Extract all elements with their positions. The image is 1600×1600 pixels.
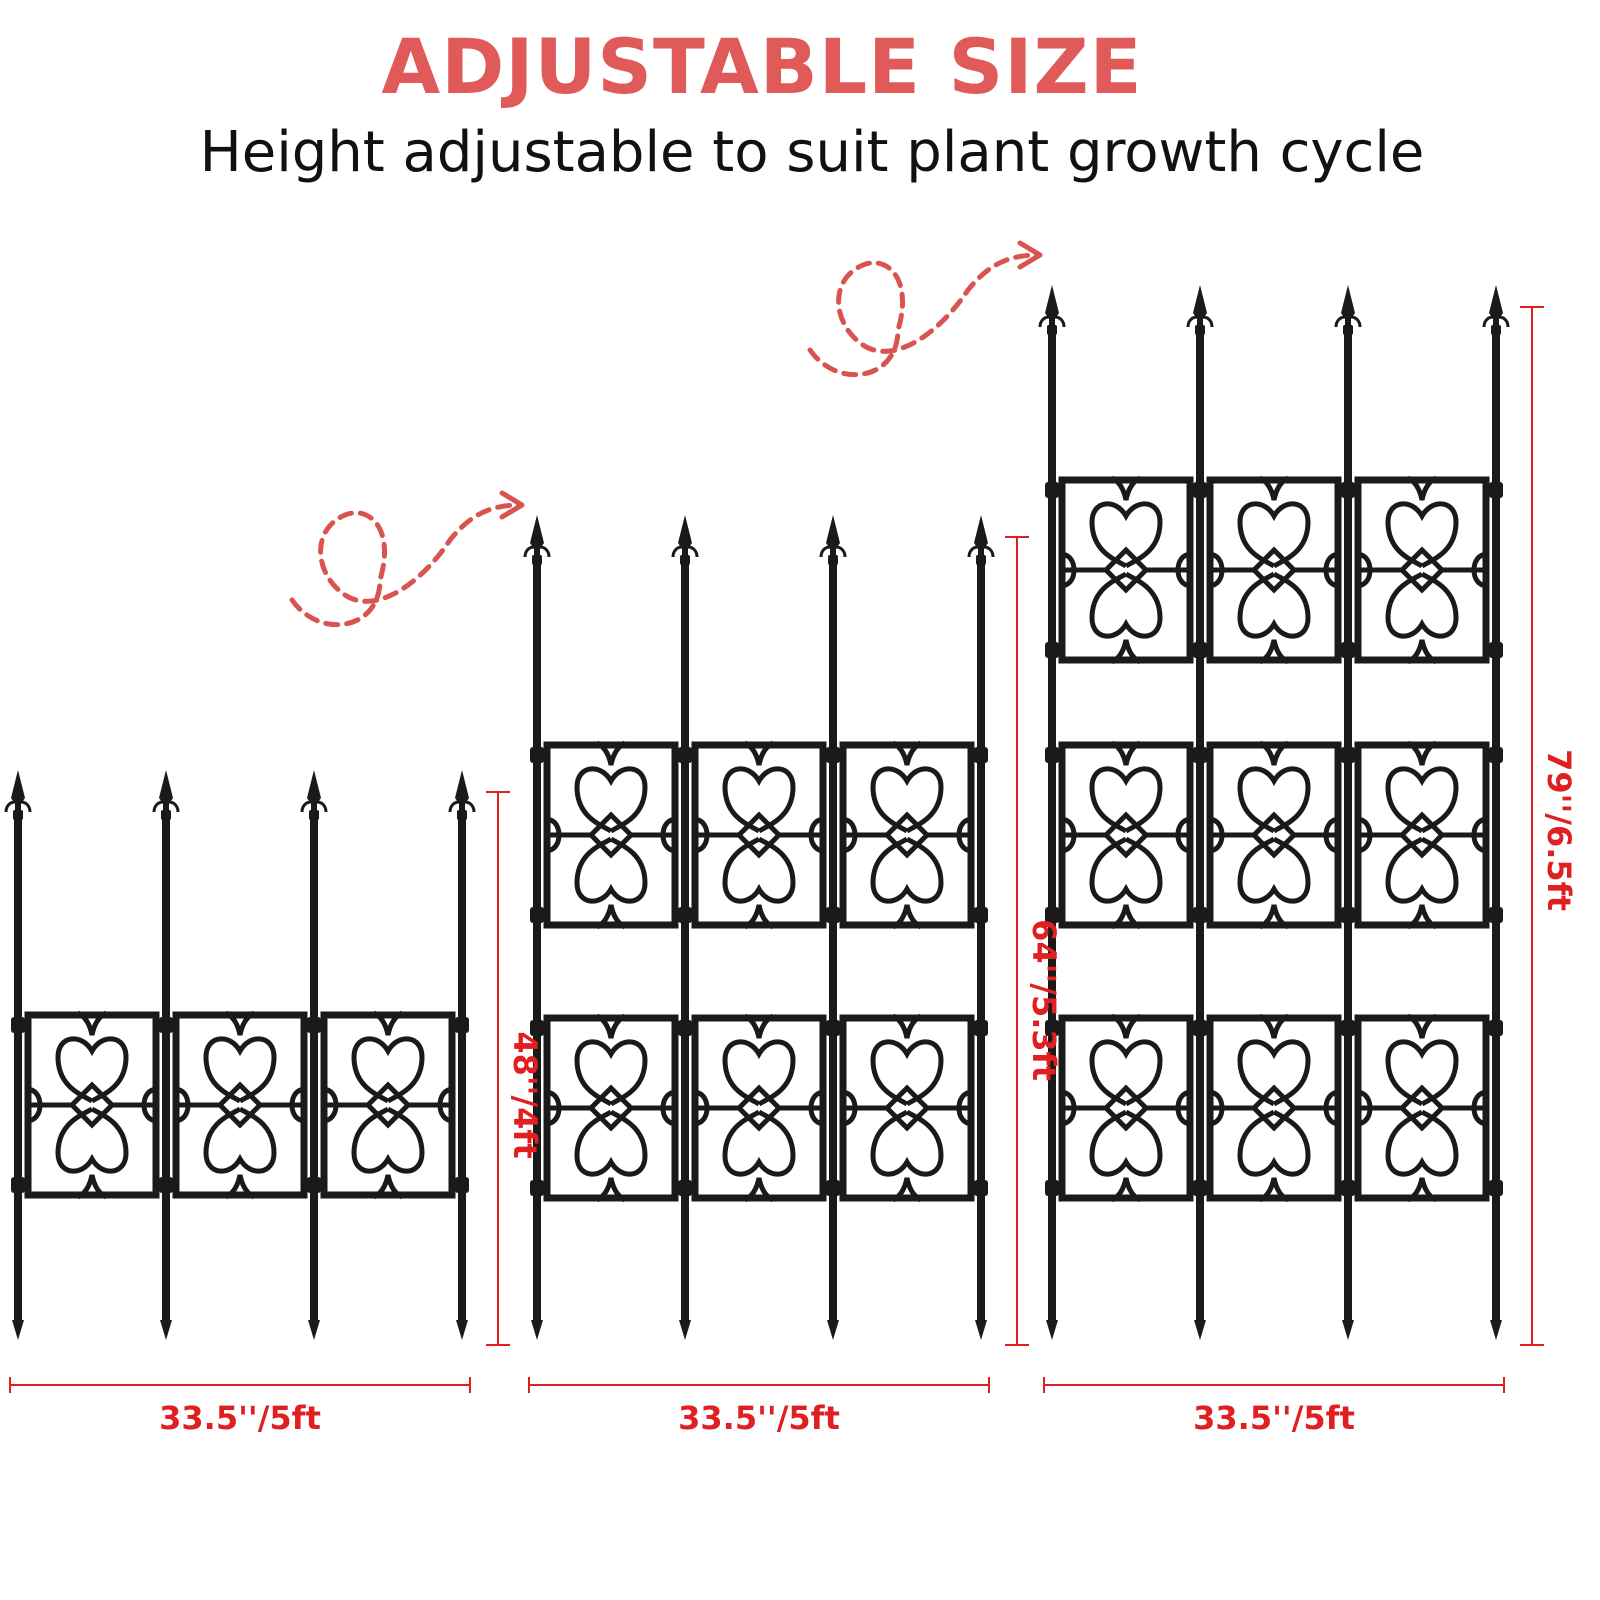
finial-icon bbox=[448, 768, 476, 822]
fence-config-tall bbox=[1038, 283, 1510, 1340]
headline: ADJUSTABLE SIZE bbox=[381, 22, 1143, 111]
finial-icon bbox=[300, 768, 328, 822]
fence-config-medium bbox=[523, 513, 995, 1340]
width-dimension: 33.5''/5ft bbox=[528, 1377, 990, 1437]
finial-icon bbox=[1334, 283, 1362, 337]
fence-post bbox=[819, 513, 847, 1340]
dashed-loop-arrow-icon bbox=[289, 252, 1041, 628]
finial-icon bbox=[4, 768, 32, 822]
height-dimension: 79''/6.5ft bbox=[1520, 306, 1578, 1346]
fence-panel-icon bbox=[841, 743, 973, 927]
fence-post bbox=[448, 768, 476, 1340]
height-label: 79''/6.5ft bbox=[1540, 749, 1578, 911]
fence-panel-icon bbox=[26, 1013, 158, 1197]
fence-post bbox=[1482, 283, 1510, 1340]
height-label: 48''/4ft bbox=[506, 1031, 544, 1158]
fence-panel-icon bbox=[322, 1013, 454, 1197]
fence-post bbox=[523, 513, 551, 1340]
fence-post bbox=[300, 768, 328, 1340]
fence-post bbox=[152, 768, 180, 1340]
finial-icon bbox=[1186, 283, 1214, 337]
dimension-layer: 33.5''/5ft 48''/4ft 33.5''/5ft 64''/5.3ft 33… bbox=[9, 306, 1578, 1437]
fence-panel-icon bbox=[1356, 1016, 1488, 1200]
fence-post bbox=[671, 513, 699, 1340]
fence-panel-icon bbox=[1356, 478, 1488, 662]
width-label: 33.5''/5ft bbox=[1193, 1399, 1355, 1437]
fence-config-short bbox=[4, 768, 476, 1340]
width-label: 33.5''/5ft bbox=[678, 1399, 840, 1437]
height-dimension: 64''/5.3ft bbox=[1005, 536, 1063, 1346]
finial-icon bbox=[523, 513, 551, 567]
fence-panel-icon bbox=[1356, 743, 1488, 927]
finial-icon bbox=[671, 513, 699, 567]
fence-panel-icon bbox=[1060, 743, 1192, 927]
fence-panel-icon bbox=[545, 743, 677, 927]
fence-panel-icon bbox=[1060, 478, 1192, 662]
fence-panel-icon bbox=[1208, 743, 1340, 927]
finial-icon bbox=[1482, 283, 1510, 337]
finial-icon bbox=[967, 513, 995, 567]
fence-panel-icon bbox=[1060, 1016, 1192, 1200]
finial-icon bbox=[1038, 283, 1066, 337]
arrowhead-icon bbox=[499, 240, 1043, 520]
finial-icon bbox=[152, 768, 180, 822]
subtitle: Height adjustable to suit plant growth c… bbox=[199, 120, 1425, 185]
fence-panel-icon bbox=[545, 1016, 677, 1200]
fence-panel-icon bbox=[174, 1013, 306, 1197]
fence-post bbox=[4, 768, 32, 1340]
fence-panel-icon bbox=[1208, 478, 1340, 662]
fence-post bbox=[1186, 283, 1214, 1340]
fence-panel-icon bbox=[841, 1016, 973, 1200]
height-label: 64''/5.3ft bbox=[1025, 919, 1063, 1081]
height-dimension: 48''/4ft bbox=[486, 791, 544, 1346]
width-dimension: 33.5''/5ft bbox=[9, 1377, 471, 1437]
fence-panel-icon bbox=[693, 743, 825, 927]
fence-post bbox=[1334, 283, 1362, 1340]
fence-post bbox=[967, 513, 995, 1340]
width-label: 33.5''/5ft bbox=[159, 1399, 321, 1437]
width-dimension: 33.5''/5ft bbox=[1043, 1377, 1505, 1437]
fence-panel-icon bbox=[693, 1016, 825, 1200]
fence-layer bbox=[4, 283, 1510, 1340]
fence-post bbox=[1038, 283, 1066, 1340]
fence-panel-icon bbox=[1208, 1016, 1340, 1200]
finial-icon bbox=[819, 513, 847, 567]
